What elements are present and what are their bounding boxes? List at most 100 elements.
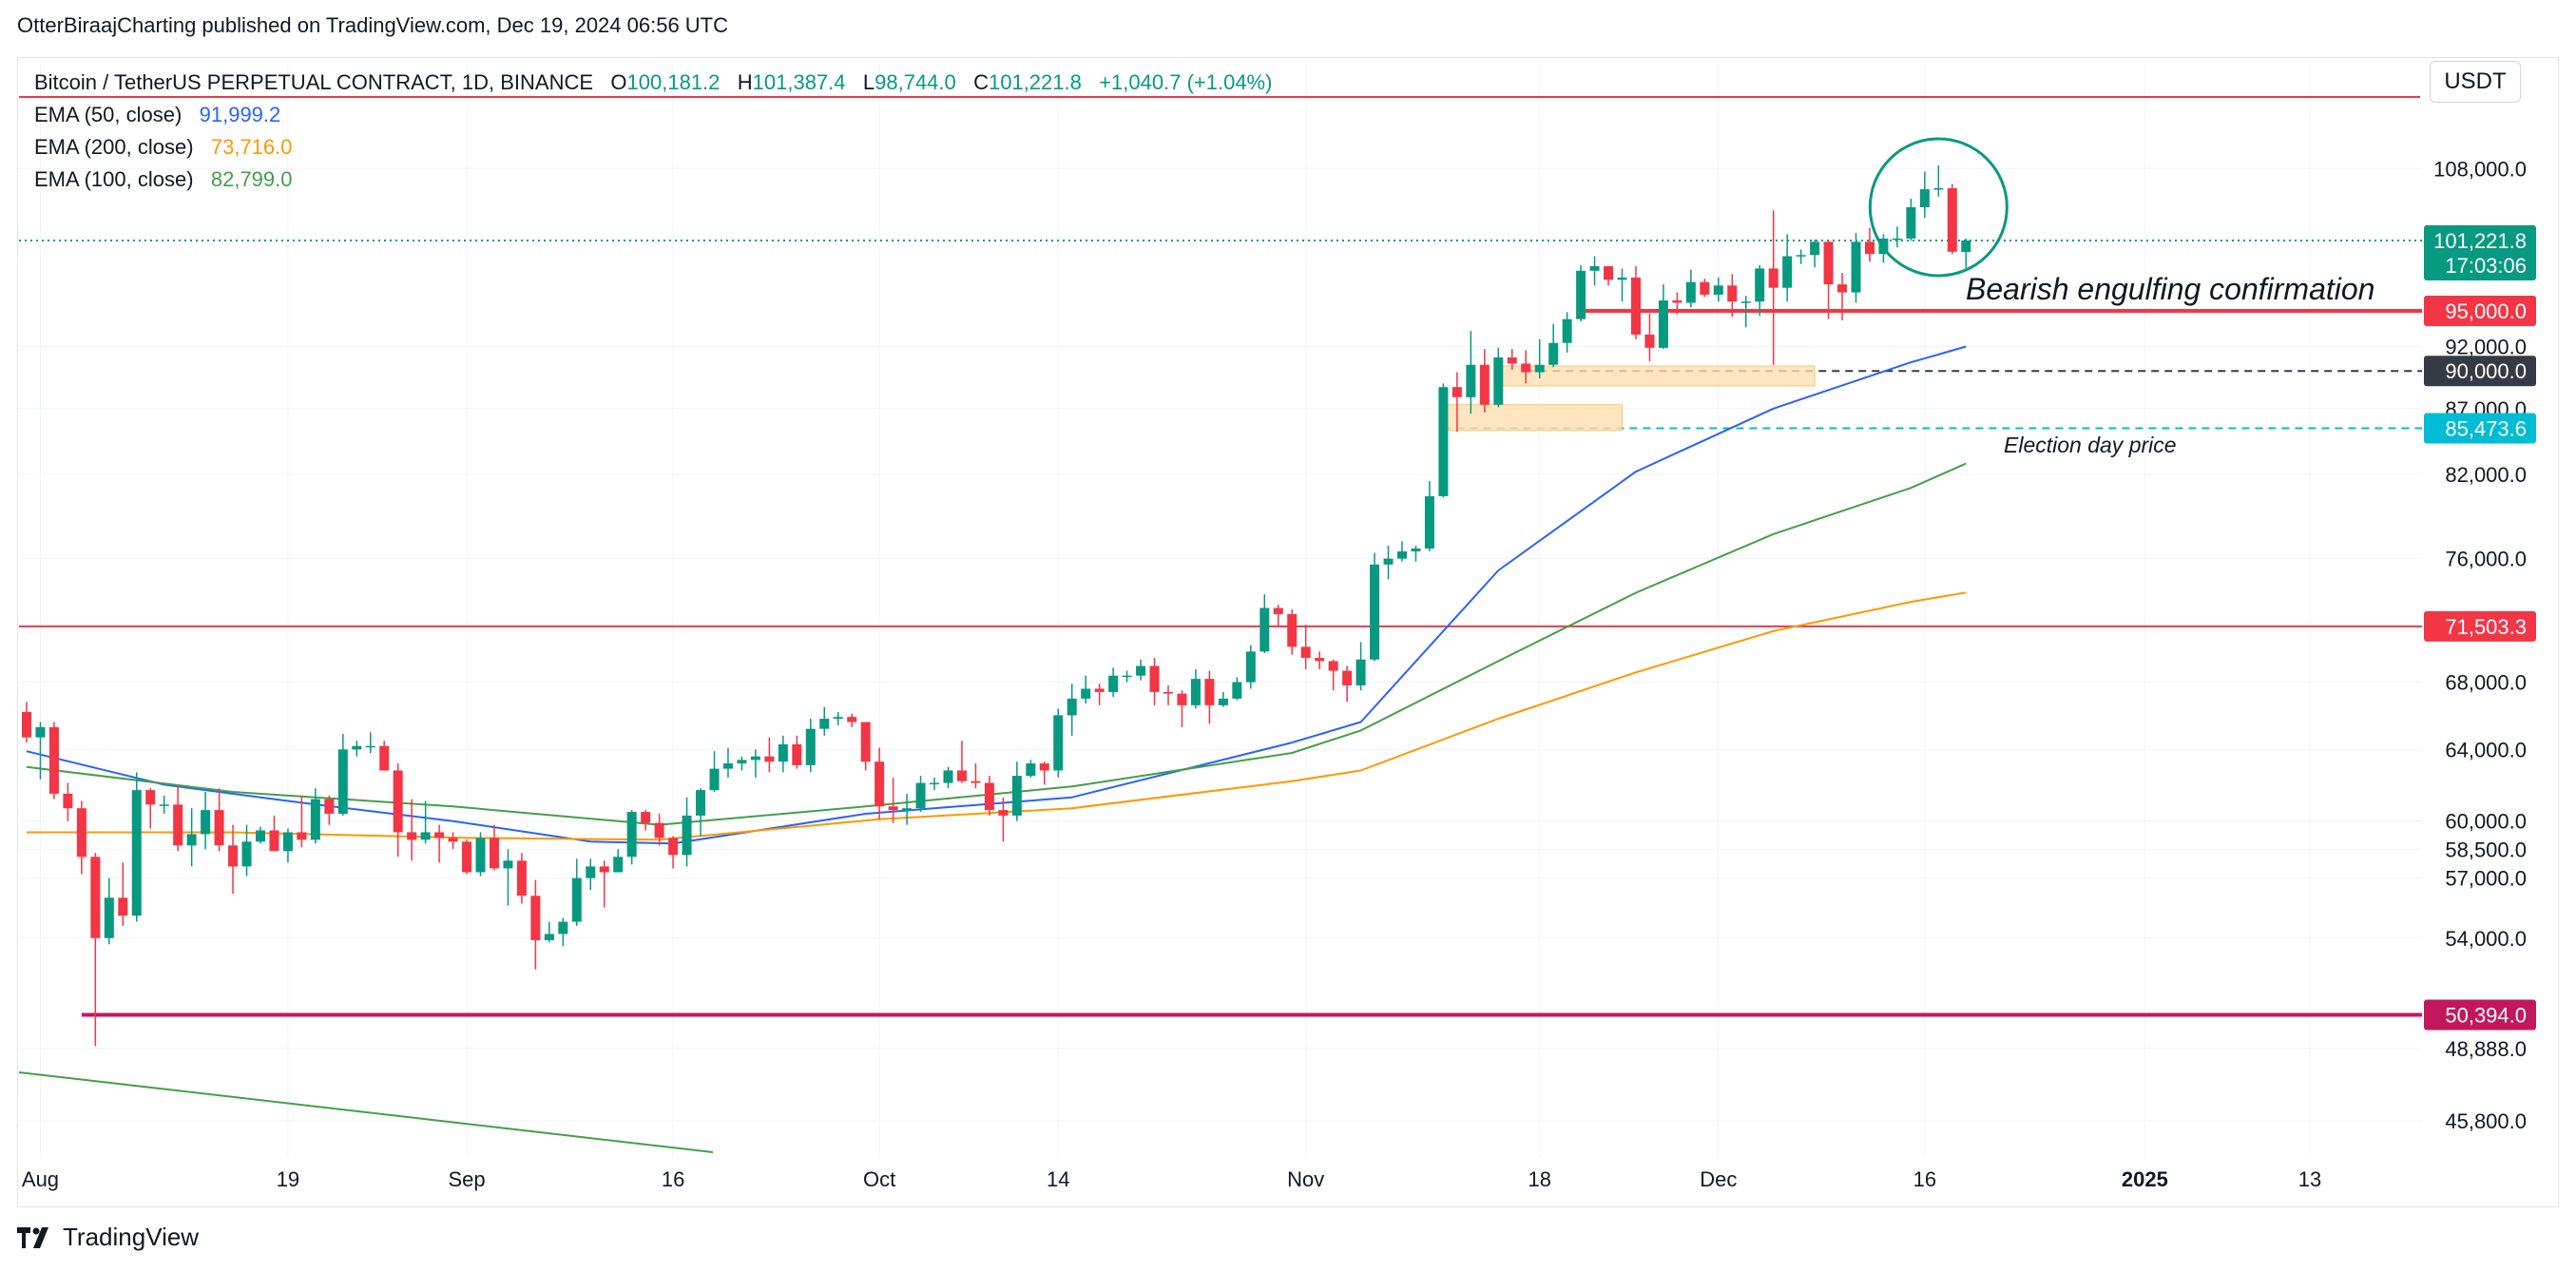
ema100-legend[interactable]: EMA (100, close) 82,799.0 (34, 164, 1272, 196)
currency-button[interactable]: USDT (2430, 61, 2521, 103)
candle (1672, 292, 1682, 315)
candle (613, 849, 624, 873)
price-label-bg (2424, 224, 2536, 280)
candle (1562, 312, 1572, 353)
candle (434, 824, 445, 863)
candle (1589, 256, 1600, 286)
candle (201, 791, 211, 850)
candle-body (875, 761, 885, 807)
candle (750, 749, 760, 778)
candle-body (1136, 665, 1146, 676)
candle-body (448, 838, 458, 842)
y-tick-label: 108,000.0 (2433, 157, 2527, 181)
candle-body (1011, 776, 1022, 816)
candle (90, 853, 101, 1047)
y-tick-label: 48,888.0 (2445, 1037, 2527, 1061)
price-label-text: 101,221.8 (2433, 229, 2527, 253)
candle-body (1810, 241, 1820, 256)
price-label-text: 90,000.0 (2445, 359, 2527, 383)
chart-frame (17, 57, 2559, 1207)
candle-body (365, 745, 375, 748)
highlight-circle (1868, 137, 2009, 278)
candle-body (1342, 670, 1353, 685)
candle (131, 772, 142, 922)
candle (76, 800, 87, 875)
x-tick-label: 2025 (2122, 1167, 2168, 1191)
support-zone-upper (1497, 365, 1816, 387)
candle (544, 921, 554, 943)
candle (1245, 645, 1256, 689)
candle-body (1644, 334, 1655, 348)
ema-lines (26, 345, 1967, 845)
candle (984, 776, 994, 816)
candle-body (352, 745, 362, 750)
candle (1740, 296, 1751, 328)
high-label: H (737, 70, 753, 94)
candle-body (1370, 564, 1380, 660)
candle-body (1094, 688, 1105, 692)
candle-body (1245, 651, 1256, 683)
candle (1190, 668, 1201, 709)
candle (269, 815, 279, 852)
candle-body (1259, 607, 1270, 652)
candle (145, 788, 156, 829)
candle (875, 747, 885, 819)
candle-body (530, 896, 541, 940)
candle (1370, 552, 1380, 662)
candle-body (1163, 691, 1174, 694)
candle-body (1355, 659, 1366, 685)
candle-body (255, 830, 265, 842)
tradingview-logo-icon (17, 1226, 53, 1248)
candle (571, 858, 582, 926)
price-label-text: 85,473.6 (2445, 416, 2527, 440)
candle-body (805, 728, 816, 765)
x-tick-label: 18 (1528, 1167, 1550, 1191)
candle-body (641, 812, 651, 823)
x-tick-label: Dec (1700, 1167, 1737, 1191)
candle-body (407, 832, 417, 840)
candle (1604, 266, 1614, 286)
candle (998, 797, 1009, 842)
candle (407, 799, 417, 861)
ema50-legend[interactable]: EMA (50, close) 91,999.2 (34, 99, 1272, 131)
candle (104, 877, 114, 945)
close-value: 101,221.8 (988, 70, 1082, 94)
candle-body (1218, 698, 1228, 705)
y-tick-label: 68,000.0 (2445, 671, 2527, 695)
candle (255, 826, 265, 844)
annotations: Bearish engulfing confirmation Election d… (1868, 137, 2374, 457)
price-label: 90,000.0 (2424, 356, 2536, 387)
candle-body (201, 810, 211, 835)
candle (778, 735, 788, 773)
candle (1864, 227, 1874, 262)
candle-body (1658, 300, 1668, 348)
candle-body (696, 790, 706, 816)
candle (1947, 183, 1957, 255)
high-value: 101,387.4 (752, 70, 846, 94)
candle-body (159, 804, 169, 806)
candle-body (1328, 661, 1338, 671)
candle (1094, 684, 1105, 705)
candle (35, 722, 46, 780)
symbol-title: Bitcoin / TetherUS PERPETUAL CONTRACT, 1… (34, 70, 594, 94)
candle (1727, 274, 1738, 318)
candle-body (971, 781, 981, 783)
candle-body (833, 717, 843, 719)
candle (654, 813, 664, 846)
ema200-legend[interactable]: EMA (200, close) 73,716.0 (34, 131, 1272, 164)
candle-body (1287, 613, 1298, 647)
low-value: 98,744.0 (875, 70, 956, 94)
candle (1685, 269, 1696, 308)
candle-body (586, 866, 596, 878)
candle-body (1067, 698, 1077, 716)
candle-body (1053, 715, 1064, 771)
candle-body (1149, 665, 1160, 692)
candle (1108, 667, 1119, 698)
candle (668, 836, 679, 869)
candle-body (241, 841, 252, 867)
candle-body (1039, 763, 1049, 771)
candle-body (1507, 357, 1517, 364)
open-value: 100,181.2 (626, 70, 721, 94)
candle-body (1204, 679, 1215, 705)
